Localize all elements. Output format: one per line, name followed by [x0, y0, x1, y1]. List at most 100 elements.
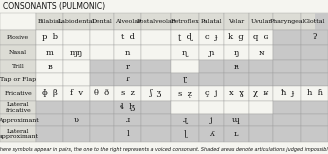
- Bar: [141, 101, 171, 114]
- Text: h  ɦ: h ɦ: [307, 89, 323, 97]
- Text: Lateral
fricative: Lateral fricative: [5, 102, 31, 113]
- Text: ɰ: ɰ: [232, 116, 240, 124]
- Bar: [171, 73, 199, 86]
- Bar: [199, 86, 224, 101]
- Bar: [36, 114, 63, 126]
- Bar: [273, 45, 301, 60]
- Bar: [90, 13, 114, 30]
- Bar: [63, 13, 90, 30]
- Text: ʋ: ʋ: [74, 116, 79, 124]
- Bar: [273, 13, 301, 30]
- Bar: [0, 101, 36, 114]
- Bar: [36, 13, 63, 30]
- Bar: [114, 114, 141, 126]
- Bar: [63, 126, 90, 142]
- Text: ɲ: ɲ: [209, 49, 214, 57]
- Bar: [171, 60, 199, 73]
- Bar: [301, 101, 328, 114]
- Text: Pharyngeal: Pharyngeal: [270, 19, 305, 24]
- Text: Nasal: Nasal: [9, 50, 27, 55]
- Bar: [249, 30, 273, 45]
- Text: Approximant: Approximant: [0, 118, 39, 123]
- Bar: [63, 30, 90, 45]
- Bar: [171, 13, 199, 30]
- Bar: [36, 126, 63, 142]
- Text: θ  ð: θ ð: [94, 89, 110, 97]
- Bar: [0, 86, 36, 101]
- Text: Dental: Dental: [92, 19, 113, 24]
- Bar: [36, 45, 63, 60]
- Bar: [141, 13, 171, 30]
- Text: Tap or Flap: Tap or Flap: [0, 77, 36, 82]
- Bar: [0, 126, 36, 142]
- Text: Lateral
approximant: Lateral approximant: [0, 129, 38, 140]
- Text: ɻ: ɻ: [183, 116, 187, 124]
- Bar: [249, 73, 273, 86]
- Bar: [0, 45, 36, 60]
- Bar: [63, 60, 90, 73]
- Bar: [301, 114, 328, 126]
- Bar: [273, 30, 301, 45]
- Text: ʎ: ʎ: [209, 130, 214, 138]
- Bar: [301, 45, 328, 60]
- Text: ɱŋ: ɱŋ: [70, 49, 83, 57]
- Text: ɴ: ɴ: [258, 49, 264, 57]
- Bar: [249, 86, 273, 101]
- Bar: [36, 73, 63, 86]
- Bar: [0, 60, 36, 73]
- Text: p  b: p b: [42, 33, 58, 41]
- Bar: [224, 13, 249, 30]
- Text: ʔ: ʔ: [313, 33, 317, 41]
- Bar: [141, 60, 171, 73]
- Bar: [90, 101, 114, 114]
- Text: ŋ: ŋ: [234, 49, 239, 57]
- Bar: [224, 101, 249, 114]
- Text: Palatal: Palatal: [200, 19, 222, 24]
- Bar: [0, 114, 36, 126]
- Text: Fricative: Fricative: [4, 91, 32, 96]
- Bar: [36, 86, 63, 101]
- Bar: [90, 30, 114, 45]
- Text: t  d: t d: [121, 33, 135, 41]
- Bar: [141, 73, 171, 86]
- Bar: [273, 126, 301, 142]
- Text: ɸ  β: ɸ β: [42, 89, 58, 97]
- Text: ɳ: ɳ: [182, 49, 188, 57]
- Text: ç  j: ç j: [205, 89, 217, 97]
- Bar: [63, 86, 90, 101]
- Bar: [114, 73, 141, 86]
- Bar: [114, 126, 141, 142]
- Text: Postalveolar: Postalveolar: [137, 19, 175, 24]
- Text: Trill: Trill: [12, 64, 25, 69]
- Bar: [171, 30, 199, 45]
- Text: Plosive: Plosive: [7, 35, 29, 40]
- Bar: [273, 114, 301, 126]
- Bar: [273, 101, 301, 114]
- Bar: [224, 73, 249, 86]
- Bar: [90, 126, 114, 142]
- Text: ʙ: ʙ: [47, 63, 52, 71]
- Text: Alveolar: Alveolar: [115, 19, 141, 24]
- Text: Glottal: Glottal: [304, 19, 325, 24]
- Bar: [141, 86, 171, 101]
- Bar: [171, 45, 199, 60]
- Bar: [224, 126, 249, 142]
- Bar: [114, 101, 141, 114]
- Bar: [171, 86, 199, 101]
- Text: x  ɣ: x ɣ: [229, 89, 244, 97]
- Bar: [301, 86, 328, 101]
- Bar: [199, 30, 224, 45]
- Bar: [36, 101, 63, 114]
- Text: ɹ: ɹ: [126, 116, 130, 124]
- Text: ɭ: ɭ: [183, 130, 187, 138]
- Bar: [63, 45, 90, 60]
- Bar: [224, 114, 249, 126]
- Bar: [63, 101, 90, 114]
- Bar: [199, 13, 224, 30]
- Bar: [0, 13, 36, 30]
- Bar: [301, 13, 328, 30]
- Bar: [114, 86, 141, 101]
- Bar: [199, 73, 224, 86]
- Text: ʀ: ʀ: [234, 63, 238, 71]
- Text: f  v: f v: [70, 89, 83, 97]
